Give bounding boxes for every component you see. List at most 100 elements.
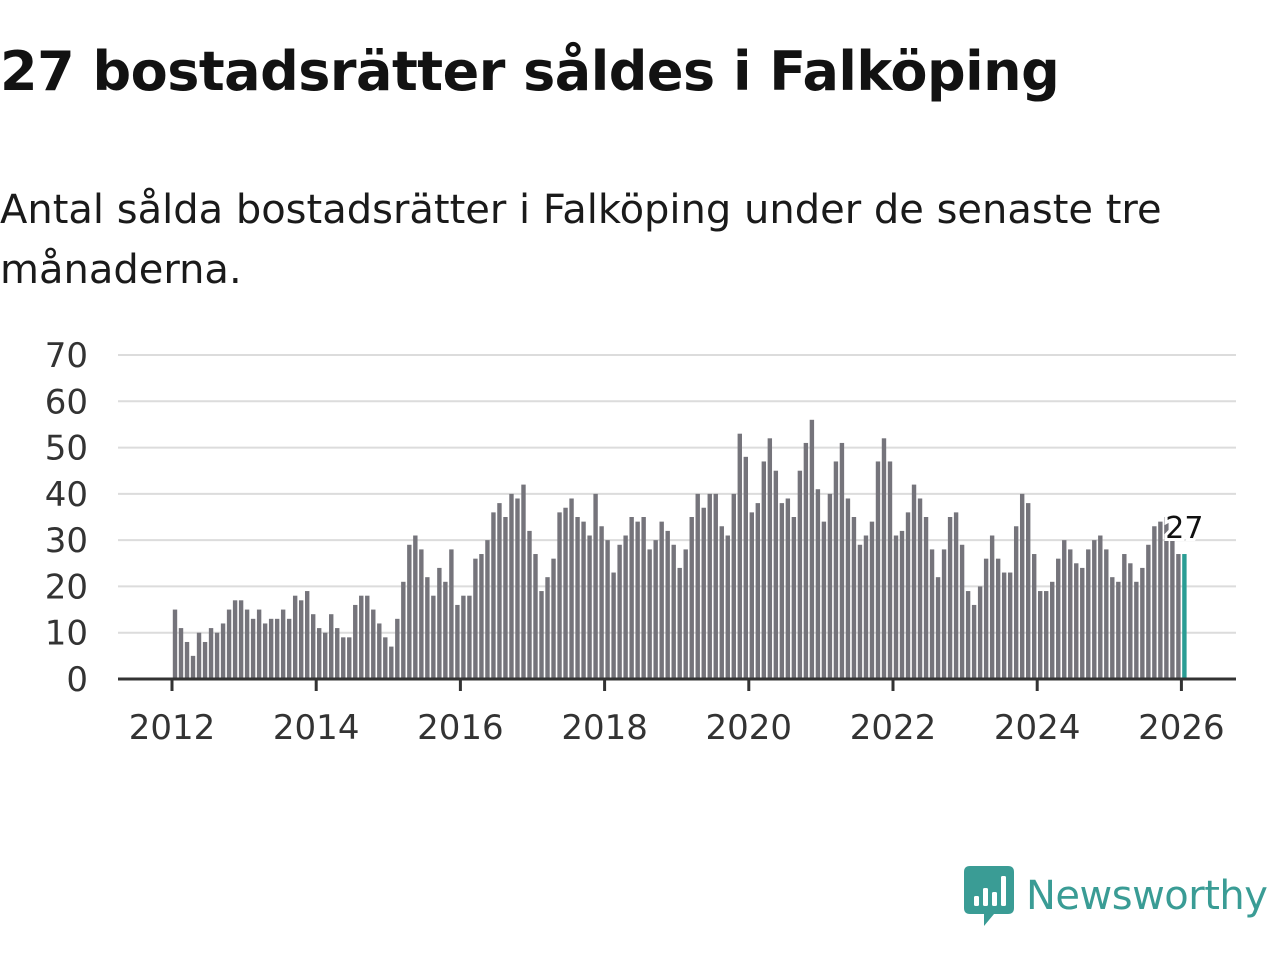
bar bbox=[1019, 493, 1025, 679]
bar-chart-bubble-icon bbox=[964, 866, 1014, 926]
bar bbox=[1140, 567, 1145, 679]
bar bbox=[599, 526, 604, 679]
bar bbox=[323, 632, 328, 679]
bar bbox=[791, 517, 797, 679]
bar bbox=[383, 637, 388, 679]
bar bbox=[953, 512, 959, 679]
bar bbox=[551, 558, 556, 679]
bar bbox=[533, 554, 538, 679]
bar bbox=[1025, 503, 1031, 679]
bar bbox=[413, 535, 418, 679]
bar bbox=[677, 567, 682, 679]
bar bbox=[929, 549, 935, 679]
bar bbox=[365, 595, 370, 679]
x-axis-ticks: 2012 2014 2016 2018 2020 2022 2024 2026 bbox=[129, 679, 1225, 748]
bar bbox=[437, 567, 442, 679]
gridlines bbox=[118, 354, 1236, 634]
bar bbox=[857, 544, 863, 679]
bar bbox=[226, 609, 232, 679]
bar bbox=[431, 595, 436, 679]
bar bbox=[329, 614, 334, 679]
bar bbox=[881, 438, 887, 679]
bar bbox=[268, 618, 274, 679]
x-tick-label: 2026 bbox=[1138, 708, 1225, 748]
bar bbox=[461, 595, 466, 679]
bar bbox=[359, 595, 364, 679]
bar bbox=[647, 549, 652, 679]
bar bbox=[1074, 563, 1079, 679]
bar bbox=[575, 517, 580, 679]
bar bbox=[839, 442, 845, 679]
bar bbox=[304, 591, 310, 679]
bar bbox=[773, 470, 779, 679]
bar bbox=[827, 493, 833, 679]
bar bbox=[1128, 563, 1133, 679]
bar bbox=[286, 618, 292, 679]
bar bbox=[208, 628, 214, 679]
bar bbox=[875, 461, 881, 679]
bar bbox=[923, 517, 929, 679]
bar bbox=[449, 549, 454, 679]
bar bbox=[557, 512, 562, 679]
x-tick-label: 2012 bbox=[129, 708, 216, 748]
bar bbox=[1098, 535, 1103, 679]
bar bbox=[1001, 572, 1007, 679]
bar bbox=[172, 609, 178, 679]
bar bbox=[317, 628, 322, 679]
x-tick-label: 2014 bbox=[273, 708, 360, 748]
bar bbox=[743, 456, 748, 679]
bar bbox=[563, 507, 568, 679]
bar bbox=[1164, 517, 1169, 679]
bar bbox=[467, 595, 472, 679]
bar bbox=[1056, 558, 1061, 679]
bar bbox=[1152, 526, 1157, 679]
newsworthy-logo: Newsworthy bbox=[964, 866, 1268, 926]
bar bbox=[911, 484, 917, 679]
brand-name: Newsworthy bbox=[1026, 873, 1268, 919]
bar bbox=[725, 535, 730, 679]
bar bbox=[905, 512, 911, 679]
bar bbox=[220, 623, 226, 679]
bar bbox=[371, 609, 376, 679]
bar bbox=[353, 604, 358, 679]
bar bbox=[202, 641, 208, 679]
bar bbox=[1122, 554, 1127, 679]
bar bbox=[184, 641, 190, 679]
bar bbox=[737, 433, 742, 679]
bar bbox=[959, 544, 965, 679]
y-tick-label: 10 bbox=[45, 614, 88, 654]
bar bbox=[815, 489, 821, 679]
bar bbox=[581, 521, 586, 679]
x-tick-label: 2018 bbox=[561, 708, 648, 748]
bar bbox=[190, 655, 196, 679]
bar bbox=[479, 554, 484, 679]
bar bbox=[665, 530, 670, 679]
bar bbox=[941, 549, 947, 679]
bar bbox=[238, 600, 244, 679]
bar bbox=[335, 628, 340, 679]
bar bbox=[515, 498, 520, 679]
bar bbox=[845, 498, 851, 679]
bar bbox=[983, 558, 989, 679]
y-tick-label: 0 bbox=[66, 660, 88, 700]
y-tick-label: 70 bbox=[45, 336, 88, 376]
bar bbox=[1104, 549, 1109, 679]
bar bbox=[779, 503, 785, 679]
bar bbox=[767, 438, 773, 679]
bar bbox=[256, 609, 262, 679]
bar bbox=[833, 461, 839, 679]
bar bbox=[274, 618, 280, 679]
bar bbox=[250, 618, 256, 679]
bar bbox=[917, 498, 923, 679]
bar bbox=[280, 609, 286, 679]
bar bbox=[671, 544, 676, 679]
bar bbox=[395, 618, 400, 679]
bar bbox=[935, 577, 941, 679]
y-tick-label: 20 bbox=[45, 567, 88, 607]
bar bbox=[485, 540, 490, 679]
bar bbox=[1086, 549, 1091, 679]
bar bbox=[869, 521, 875, 679]
bar bbox=[509, 493, 514, 679]
bar bbox=[659, 521, 664, 679]
bar bbox=[803, 442, 809, 679]
